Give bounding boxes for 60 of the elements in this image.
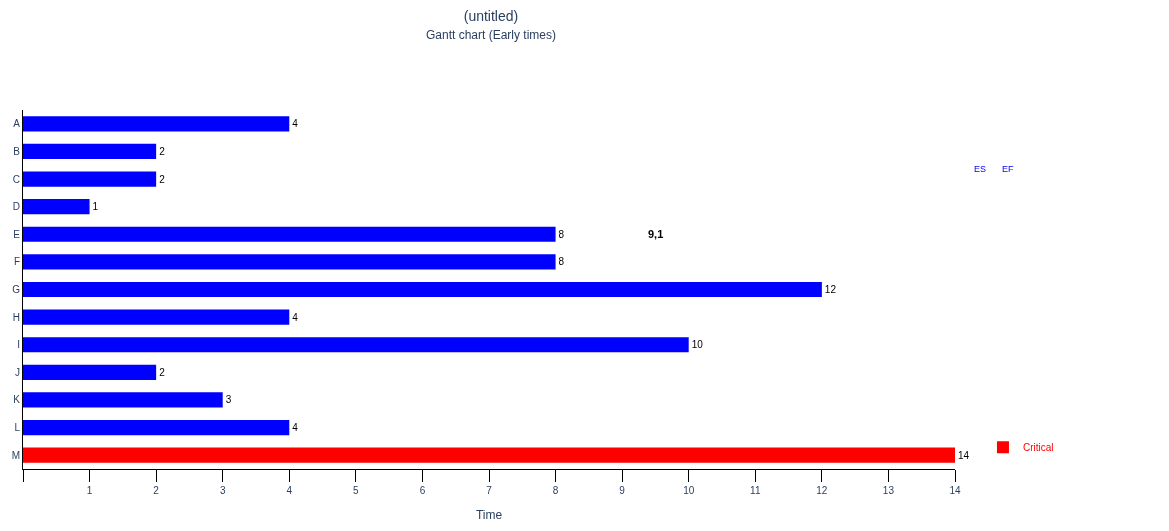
data-label: 3 bbox=[225, 394, 232, 406]
bar bbox=[23, 447, 955, 463]
y-tick-label: D bbox=[12, 201, 20, 213]
bar bbox=[23, 116, 290, 132]
bar bbox=[23, 171, 157, 187]
x-tick-label: 1 bbox=[86, 485, 93, 496]
data-label: 4 bbox=[292, 118, 299, 130]
x-tick-label: 6 bbox=[419, 485, 426, 496]
x-tick-label: 4 bbox=[286, 485, 293, 496]
y-tick-label: L bbox=[14, 422, 21, 434]
text: EF bbox=[1002, 164, 1014, 174]
bar bbox=[23, 419, 290, 436]
y-tick-label: G bbox=[12, 284, 21, 295]
data-label: 14 bbox=[958, 449, 970, 461]
data-label: 12 bbox=[824, 284, 837, 295]
y-tick-label: H bbox=[12, 311, 20, 323]
data-label: 8 bbox=[558, 228, 565, 240]
bar bbox=[23, 337, 689, 353]
x-tick-label: 8 bbox=[552, 485, 559, 496]
data-label: 8 bbox=[558, 256, 565, 268]
data-label: 4 bbox=[292, 422, 299, 434]
bar bbox=[23, 226, 556, 242]
x-tick-label: 14 bbox=[949, 485, 961, 496]
data-label: 2 bbox=[159, 145, 166, 157]
bar bbox=[23, 281, 822, 298]
chart-subtitle: Gantt chart (Early times) bbox=[425, 28, 556, 43]
x-tick-label: 5 bbox=[353, 485, 360, 496]
x-axis-title: Time bbox=[475, 507, 503, 522]
x-tick-label: 11 bbox=[750, 485, 761, 496]
bar bbox=[23, 143, 157, 160]
x-tick-label: 3 bbox=[219, 485, 226, 496]
y-tick-label: J bbox=[15, 366, 20, 378]
text: ES bbox=[974, 164, 987, 174]
bar bbox=[23, 392, 223, 408]
y-tick-label: E bbox=[13, 228, 21, 240]
chart-title: (untitled) bbox=[463, 8, 519, 25]
x-tick-label: 7 bbox=[486, 485, 493, 496]
annotation: 9,1 bbox=[648, 228, 664, 240]
data-label: 2 bbox=[159, 366, 166, 378]
bar bbox=[23, 254, 556, 270]
y-tick-label: A bbox=[13, 118, 21, 130]
y-tick-label: K bbox=[13, 394, 21, 406]
y-tick-label: B bbox=[13, 145, 21, 157]
bar bbox=[23, 309, 290, 325]
data-label: 1 bbox=[92, 201, 99, 213]
bar bbox=[23, 199, 90, 215]
y-tick-label: I bbox=[17, 339, 20, 351]
data-label: 2 bbox=[159, 173, 166, 185]
y-tick-label: F bbox=[13, 256, 20, 268]
x-tick-label: 2 bbox=[153, 485, 160, 496]
x-tick-label: 12 bbox=[816, 485, 828, 496]
x-tick-label: 9 bbox=[619, 485, 626, 496]
x-tick-label: 10 bbox=[683, 485, 695, 496]
y-tick-label: M bbox=[11, 449, 20, 461]
legend-label: Critical bbox=[1022, 442, 1054, 454]
bar bbox=[23, 364, 157, 380]
x-tick-label: 13 bbox=[882, 485, 895, 496]
y-tick-label: C bbox=[12, 173, 20, 185]
data-label: 4 bbox=[292, 311, 299, 323]
data-label: 10 bbox=[691, 339, 704, 351]
